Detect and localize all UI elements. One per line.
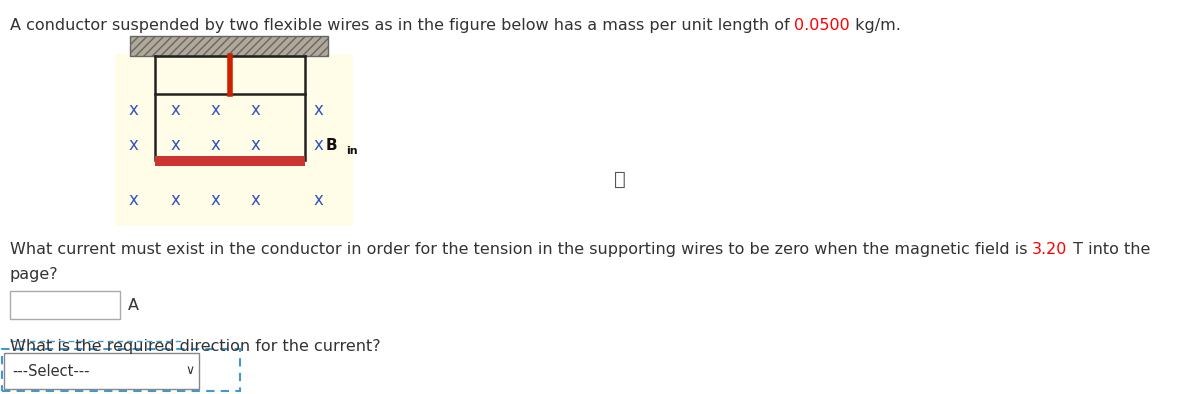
Bar xyxy=(4,353,199,389)
Text: What is the required direction for the current?: What is the required direction for the c… xyxy=(10,339,380,354)
Text: ⓘ: ⓘ xyxy=(614,169,626,188)
Text: x: x xyxy=(170,136,180,154)
Text: page?: page? xyxy=(10,267,59,282)
Text: 0.0500: 0.0500 xyxy=(794,18,850,33)
Text: x: x xyxy=(128,191,138,209)
FancyBboxPatch shape xyxy=(2,349,240,391)
Text: x: x xyxy=(313,191,323,209)
Text: What current must exist in the conductor in order for the tension in the support: What current must exist in the conductor… xyxy=(10,242,1032,257)
Text: $\mathbf{B}$: $\mathbf{B}$ xyxy=(325,137,337,153)
Bar xyxy=(130,36,328,56)
Text: x: x xyxy=(313,136,323,154)
Text: x: x xyxy=(170,191,180,209)
Bar xyxy=(155,156,305,166)
Text: x: x xyxy=(170,101,180,119)
Text: ---Select---: ---Select--- xyxy=(12,364,90,379)
Text: ∨: ∨ xyxy=(186,364,194,377)
Text: x: x xyxy=(128,101,138,119)
Text: x: x xyxy=(210,101,220,119)
Text: x: x xyxy=(210,136,220,154)
Text: x: x xyxy=(128,136,138,154)
Text: x: x xyxy=(210,191,220,209)
Text: A conductor suspended by two flexible wires as in the figure below has a mass pe: A conductor suspended by two flexible wi… xyxy=(10,18,794,33)
Text: kg/m.: kg/m. xyxy=(850,18,901,33)
Bar xyxy=(115,54,353,226)
Text: T into the: T into the xyxy=(1068,242,1150,257)
Text: x: x xyxy=(250,136,260,154)
Text: x: x xyxy=(250,191,260,209)
Text: x: x xyxy=(250,101,260,119)
Text: 3.20: 3.20 xyxy=(1032,242,1068,257)
Text: A: A xyxy=(128,297,139,312)
Bar xyxy=(10,291,120,319)
Text: in: in xyxy=(346,146,358,156)
Text: x: x xyxy=(313,101,323,119)
